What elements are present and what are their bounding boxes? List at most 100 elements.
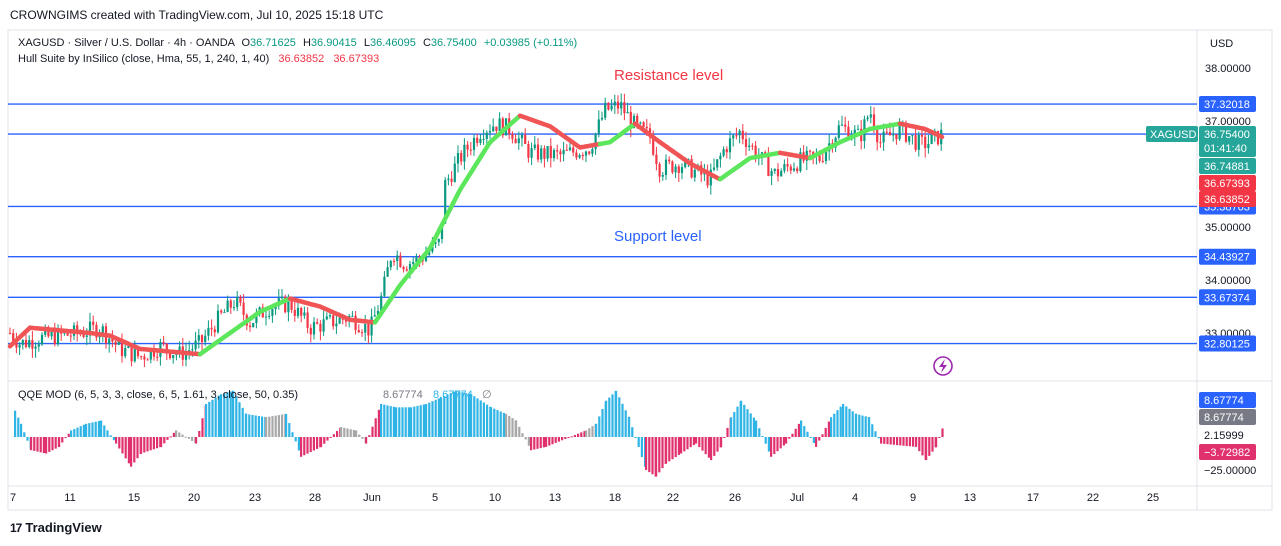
time-axis[interactable]: 7 11 15 20 23 28 Jun 5 10 13 18 22 26 Jul 4 9 13 17 22 25 [10, 492, 1159, 504]
qqe-bar [410, 407, 413, 437]
candle-body [194, 340, 197, 350]
qqe-bar [33, 437, 36, 451]
qqe-bar [191, 437, 194, 441]
tradingview-brand[interactable]: 17 TradingView [10, 520, 102, 535]
candle-body [924, 136, 927, 149]
candle-body [908, 136, 911, 142]
qqe-bar [496, 410, 499, 437]
qqe-bar [54, 437, 57, 449]
qqe-bar [736, 406, 739, 437]
candle-body [744, 139, 748, 147]
qqe-bar [591, 426, 594, 437]
candle-body [613, 101, 616, 106]
qqe-bar [61, 437, 64, 443]
candle-body [271, 309, 274, 316]
candle-body [674, 166, 677, 173]
qqe-bar [17, 417, 20, 437]
qqe-bar [163, 437, 166, 444]
qqe-bar [323, 437, 326, 444]
candle-body [543, 148, 546, 159]
qqe-bar [502, 412, 505, 437]
candle-body [898, 124, 901, 140]
candle-body [780, 170, 783, 177]
candle-body [610, 105, 613, 110]
qqe-bar [645, 437, 648, 470]
qqe-legend[interactable]: QQE MOD (6, 5, 3, 3, close, 6, 5, 1.61, … [18, 389, 298, 401]
candle-body [773, 169, 776, 171]
qqe-bar [928, 437, 931, 456]
lightning-icon[interactable] [933, 356, 953, 376]
candle-body [408, 263, 412, 271]
qqe-bar [198, 430, 201, 437]
qqe-bar [624, 410, 627, 437]
candle-body [792, 168, 796, 171]
qqe-bar [648, 437, 651, 473]
qqe-bar [758, 428, 761, 437]
qqe-bar [166, 437, 169, 440]
price-tick-3: 34.00000 [1205, 275, 1251, 287]
candle-body [165, 343, 168, 352]
qqe-bar [407, 407, 410, 437]
candle-body [546, 146, 549, 159]
candle-body [917, 135, 920, 150]
candle-body [204, 335, 207, 343]
qqe-bar [143, 437, 146, 453]
time-tick-2: 15 [128, 492, 140, 504]
qqe-bar [845, 406, 848, 437]
candle-body [668, 159, 671, 162]
qqe-bar [467, 393, 470, 437]
candle-body [620, 102, 623, 109]
candle-body [66, 332, 69, 336]
qqe-bar [680, 437, 683, 454]
qqe-bar [938, 437, 941, 438]
qqe-bar [818, 437, 821, 441]
qqe-bar [254, 415, 257, 437]
candle-body [53, 331, 56, 345]
candle-body [536, 144, 540, 160]
candle-body [332, 315, 335, 327]
candle-body [562, 149, 565, 155]
qqe-bar [303, 437, 306, 456]
symbol-legend[interactable]: XAGUSD · Silver / U.S. Dollar · 4h · OAN… [18, 37, 577, 49]
qqe-bar [271, 416, 274, 437]
candle-body [300, 308, 303, 316]
candle-body [383, 276, 386, 296]
qqe-bar [880, 437, 883, 444]
qqe-bar [767, 437, 770, 452]
candle-body [732, 135, 735, 139]
candle-body [690, 159, 693, 178]
level-label-2: 34.43927 [1204, 252, 1250, 264]
candle-body [200, 335, 204, 343]
hull-segment-10 [807, 121, 903, 161]
qqe-bar [172, 432, 175, 437]
qqe-bar [499, 411, 502, 437]
candle-body [824, 151, 828, 162]
indicator-legend[interactable]: Hull Suite by InSilico (close, Hma, 55, … [18, 53, 379, 65]
qqe-bar [788, 437, 791, 439]
qqe-bar [64, 437, 67, 439]
qqe-bar [73, 428, 76, 437]
candle-body [472, 137, 476, 150]
qqe-bar [921, 437, 924, 456]
currency-label[interactable]: USD [1210, 38, 1233, 50]
qqe-bar [281, 414, 284, 437]
candle-body [117, 340, 120, 345]
qqe-bar [178, 432, 181, 437]
qqe-axis-labels: 8.67774 8.67774 2.15999 −3.72982 −25.000… [1199, 392, 1256, 477]
candle-body [492, 126, 495, 132]
qqe-bar [530, 437, 533, 451]
qqe-bar [658, 437, 661, 473]
qqe-bar [476, 398, 479, 437]
horizontal-levels[interactable] [8, 103, 1197, 345]
candle-body [274, 305, 277, 310]
candle-body [367, 324, 370, 336]
hull-segment-7 [632, 121, 722, 182]
candle-body [796, 168, 799, 172]
qqe-bar [868, 417, 871, 437]
qqe-bar [542, 437, 545, 448]
candle-body [524, 134, 527, 145]
qqe-bar [886, 437, 889, 445]
qqe-bar [855, 413, 858, 437]
candle-body [415, 256, 418, 262]
